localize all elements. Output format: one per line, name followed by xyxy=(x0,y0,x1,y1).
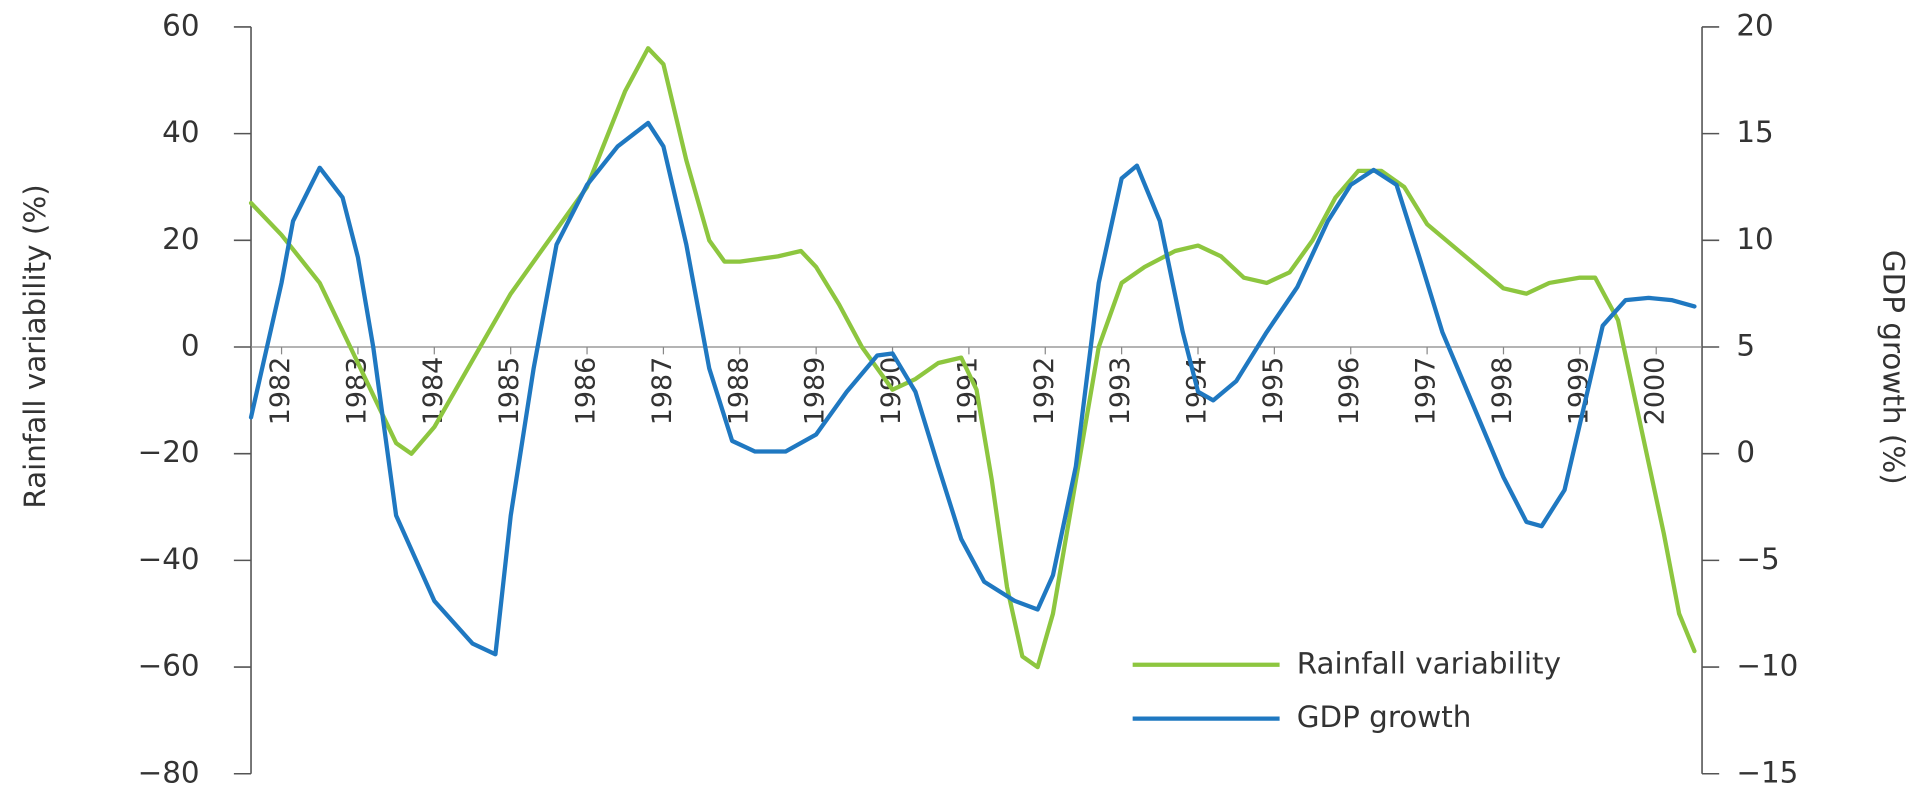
x-tick-label: 1993 xyxy=(1105,357,1136,426)
y-axis-label: Rainfall variability (%) xyxy=(18,184,52,508)
x-tick-label: 1995 xyxy=(1258,357,1289,426)
x-tick-label: 1983 xyxy=(341,357,372,426)
y2-tick-label: −15 xyxy=(1736,755,1798,786)
y-tick-label: −80 xyxy=(138,755,200,786)
x-tick-label: 1992 xyxy=(1029,357,1060,426)
y-tick-label: −60 xyxy=(138,649,200,683)
x-tick-label: 1984 xyxy=(418,357,449,426)
y-tick-label: 20 xyxy=(162,222,199,256)
y-tick-label: 40 xyxy=(162,115,199,149)
x-tick-label: 1989 xyxy=(800,357,831,426)
x-tick-label: 1998 xyxy=(1487,357,1518,426)
y2-axis-label: GDP growth (%) xyxy=(1876,250,1910,485)
legend-label: GDP growth xyxy=(1297,700,1472,734)
y2-tick-label: 20 xyxy=(1736,8,1773,42)
x-tick-label: 2000 xyxy=(1640,357,1671,426)
y-tick-label: 0 xyxy=(181,329,200,363)
y2-tick-label: −10 xyxy=(1736,649,1798,683)
y-tick-label: 60 xyxy=(162,8,199,42)
x-tick-label: 1986 xyxy=(571,357,602,426)
x-tick-label: 1985 xyxy=(494,357,525,426)
legend-label: Rainfall variability xyxy=(1297,646,1561,680)
series-line xyxy=(248,120,1697,657)
y-tick-label: −40 xyxy=(138,542,200,576)
y-tick-label: −20 xyxy=(138,435,200,469)
x-tick-label: 1997 xyxy=(1411,357,1442,426)
y2-tick-label: 5 xyxy=(1736,329,1755,363)
y2-tick-label: 0 xyxy=(1736,435,1755,469)
y2-tick-label: 15 xyxy=(1736,115,1773,149)
x-tick-label: 1988 xyxy=(723,357,754,426)
x-tick-label: 1987 xyxy=(647,357,678,426)
y2-tick-label: −5 xyxy=(1736,542,1779,576)
y2-tick-label: 10 xyxy=(1736,222,1773,256)
x-tick-label: 1982 xyxy=(265,357,296,426)
x-tick-label: 1996 xyxy=(1334,357,1365,426)
